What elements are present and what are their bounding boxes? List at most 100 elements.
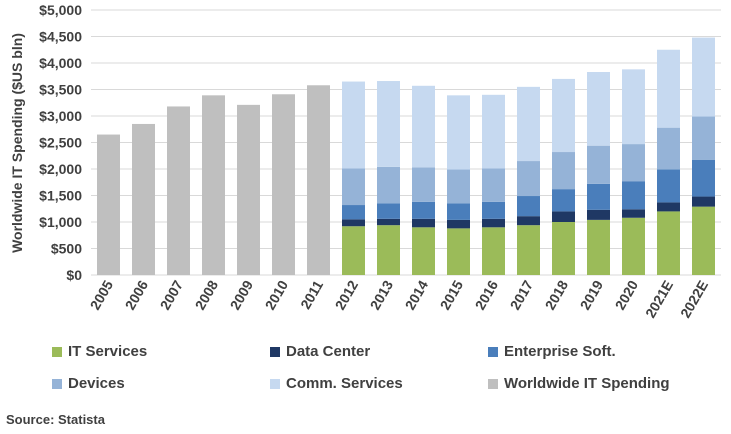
- bar-segment: [342, 226, 365, 275]
- y-tick-label: $3,500: [39, 82, 82, 98]
- legend-swatch: [52, 346, 62, 357]
- x-tick-label: 2013: [367, 277, 397, 312]
- y-tick-label: $2,000: [39, 161, 82, 177]
- bar-segment: [622, 217, 645, 275]
- bar-segment: [412, 201, 435, 219]
- bar-segment: [552, 222, 575, 275]
- y-tick-label: $500: [51, 241, 82, 257]
- bar-segment: [587, 183, 610, 210]
- y-tick-label: $1,000: [39, 214, 82, 230]
- bar-segment: [412, 218, 435, 228]
- y-tick-label: $3,000: [39, 108, 82, 124]
- legend-item: Comm. Services: [270, 375, 403, 392]
- x-tick-label: 2018: [542, 277, 572, 312]
- bar-segment: [587, 72, 610, 146]
- y-tick-label: $2,500: [39, 135, 82, 151]
- bar-segment: [342, 81, 365, 169]
- legend-label: Devices: [68, 375, 125, 392]
- bar-segment: [517, 196, 540, 217]
- x-tick-labels: 2005 2006 2007 2008 2009 2010 2011 2012 2013 2014…: [87, 277, 711, 320]
- bar-segment: [412, 167, 435, 202]
- bar-segment: [657, 127, 680, 170]
- y-tick-label: $1,500: [39, 188, 82, 204]
- bar-segment: [552, 189, 575, 212]
- bar-segment: [307, 85, 330, 275]
- x-tick-label: 2011: [297, 277, 326, 311]
- bar-segment: [97, 134, 120, 275]
- x-tick-label: 2020: [612, 277, 642, 312]
- bar-segment: [587, 145, 610, 184]
- legend-swatch: [270, 378, 280, 389]
- bar-segment: [377, 81, 400, 167]
- bar-segment: [482, 94, 505, 169]
- x-tick-label: 2014: [402, 277, 432, 312]
- x-tick-label: 2005: [87, 277, 117, 312]
- x-tick-label: 2009: [227, 277, 257, 312]
- legend-label: Worldwide IT Spending: [504, 375, 670, 392]
- y-tick-label: $4,000: [39, 55, 82, 71]
- bar-segment: [377, 225, 400, 275]
- x-tick-label: 2012: [332, 277, 362, 312]
- bar-segment: [692, 206, 715, 275]
- bar-segment: [657, 169, 680, 203]
- legend-label: Comm. Services: [286, 375, 403, 392]
- x-tick-label: 2010: [262, 277, 292, 312]
- legend-item: Devices: [52, 375, 125, 392]
- legend-item: Data Center: [270, 343, 370, 360]
- bar-segment: [482, 168, 505, 202]
- legend: IT Services Data Center Enterprise Soft. De…: [0, 338, 731, 398]
- bar-segment: [657, 202, 680, 212]
- x-tick-label: 2007: [157, 277, 187, 312]
- bar-segment: [447, 219, 470, 229]
- y-tick-label: $4,500: [39, 29, 82, 45]
- y-tick-labels: $0 $500 $1,000 $1,500 $2,000 $2,500 $3,000 $3,5…: [39, 2, 82, 283]
- legend-swatch: [270, 346, 280, 357]
- bar-segment: [517, 216, 540, 226]
- bar-segment: [622, 209, 645, 218]
- x-tick-label: 2019: [577, 277, 607, 312]
- bar-segment: [552, 78, 575, 153]
- source-note: Source: Statista: [6, 412, 105, 427]
- bar-segment: [657, 211, 680, 275]
- legend-item: IT Services: [52, 343, 147, 360]
- legend-label: Data Center: [286, 343, 371, 360]
- y-axis-label: Worldwide IT Spending ($US bln): [9, 33, 25, 253]
- bar-segment: [657, 49, 680, 128]
- bar-segment: [482, 218, 505, 228]
- bar-segment: [447, 169, 470, 204]
- bar-segment: [132, 123, 155, 275]
- bar-segment: [447, 95, 470, 170]
- bar-segment: [692, 37, 715, 117]
- bar-segment: [692, 116, 715, 160]
- bar-segment: [517, 161, 540, 197]
- stacked-bar-chart: $0 $500 $1,000 $1,500 $2,000 $2,500 $3,000 $3,5…: [9, 2, 721, 321]
- bar-segment: [377, 218, 400, 226]
- bar-segment: [412, 85, 435, 168]
- legend-swatch: [52, 378, 62, 389]
- bar-segment: [342, 205, 365, 220]
- y-tick-label: $5,000: [39, 2, 82, 18]
- bar-segment: [517, 225, 540, 275]
- bar-segment: [517, 86, 540, 162]
- bar-segment: [412, 227, 435, 275]
- bar-segment: [587, 209, 610, 220]
- bar-segment: [342, 219, 365, 227]
- bar-segment: [167, 106, 190, 276]
- legend-swatch: [488, 346, 498, 357]
- bar-segment: [377, 166, 400, 204]
- x-tick-label: 2021E: [642, 278, 676, 321]
- bar-segment: [552, 152, 575, 190]
- legend-item: Enterprise Soft.: [488, 343, 616, 360]
- bar-segment: [447, 203, 470, 220]
- x-tick-label: 2016: [472, 277, 502, 312]
- bar-segment: [237, 104, 260, 276]
- x-tick-label: 2017: [507, 277, 537, 312]
- bar-segment: [692, 196, 715, 207]
- bars: [97, 37, 715, 276]
- x-tick-label: 2008: [192, 277, 222, 312]
- bar-segment: [482, 201, 505, 219]
- bar-segment: [622, 181, 645, 210]
- legend-label: IT Services: [68, 343, 148, 360]
- legend-label: Enterprise Soft.: [504, 343, 616, 360]
- bar-segment: [377, 203, 400, 219]
